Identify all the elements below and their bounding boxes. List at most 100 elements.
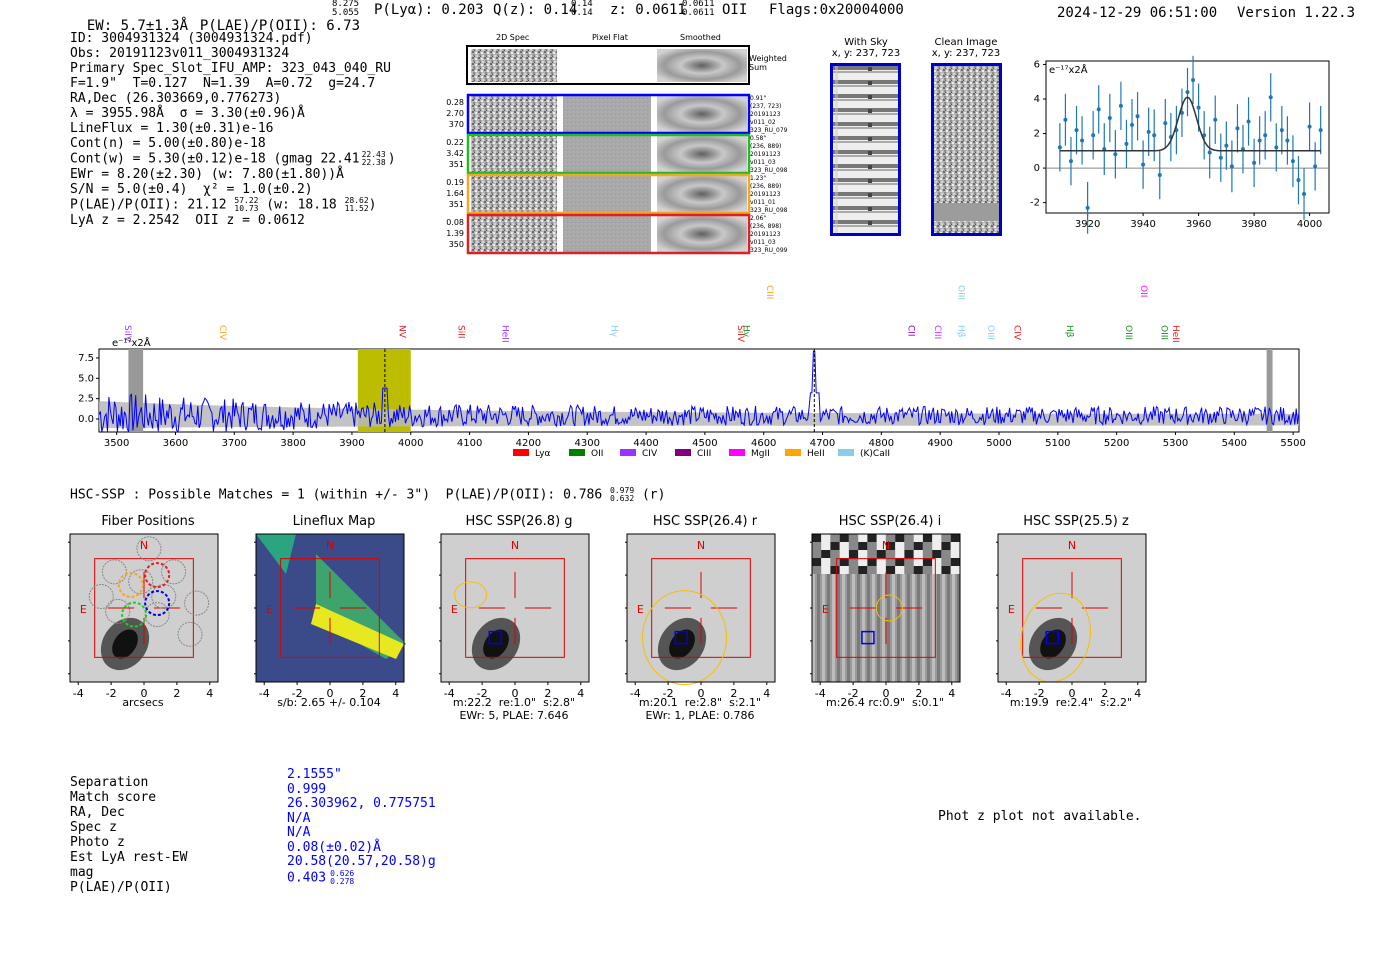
zoom-data-point — [1068, 159, 1073, 164]
cutout-pixelflat — [563, 136, 651, 172]
i-band-noise — [904, 566, 914, 574]
i-band-noise — [821, 534, 831, 542]
with-sky-title: With Sky — [844, 37, 888, 48]
spectrum-xtick-label: 3700 — [222, 438, 247, 449]
weighted-sum-label: Weighted Sum — [749, 54, 787, 72]
zoom-data-point — [1285, 138, 1290, 143]
north-label: N — [326, 539, 334, 552]
hsc-caption-1: m:20.1 re:2.8" s:2.1" — [638, 696, 762, 709]
i-band-noise — [839, 542, 849, 550]
hsc-xtick-label: 4 — [392, 687, 399, 700]
match-label: Separation — [70, 775, 149, 790]
legend-label: Lyα — [535, 449, 551, 459]
zoom-data-point — [1057, 145, 1062, 150]
spectral-line-label: HeII — [1170, 325, 1180, 343]
spectrum-unit-label: e⁻¹⁷x2Å — [112, 336, 151, 349]
match-value-text: 26.303962, 0.775751 — [287, 796, 436, 811]
spectrum-xtick-label: 3900 — [339, 438, 364, 449]
i-band-column — [832, 574, 835, 682]
i-band-column — [872, 574, 875, 682]
i-band-column — [827, 574, 830, 682]
zoom-data-point — [1313, 164, 1318, 169]
hsc-xtick-label: 0 — [1069, 687, 1076, 700]
cutout-smoothed — [657, 176, 747, 212]
hsc-aperture-ellipse — [1020, 592, 1091, 683]
i-band-noise — [812, 550, 821, 558]
spectrum-ytick-label: 2.5 — [78, 394, 94, 405]
i-band-noise — [830, 534, 840, 542]
info-plae-text: P(LAE)/P(OII): 21.12 — [70, 197, 227, 213]
i-band-column — [927, 574, 930, 682]
cutout-row-meta: 2.06" (236, 898) 20191123 v011_03 323_RU… — [750, 215, 788, 254]
hsc-summary: HSC-SSP : Possible Matches = 1 (within +… — [70, 487, 665, 503]
i-band-noise — [849, 534, 858, 542]
zoom-data-point — [1185, 90, 1190, 95]
i-band-noise — [904, 558, 914, 566]
header-datetime: 2024-12-29 06:51:00 — [1057, 5, 1218, 21]
hsc-xtick-label: 2 — [915, 687, 922, 700]
hsc-match-marker — [488, 630, 503, 645]
lineflux-peak — [311, 604, 404, 659]
match-value: 0.999 — [287, 782, 436, 798]
info-radec: RA,Dec (26.303669,0.776273) — [70, 91, 282, 106]
info-sn: S/N = 5.0(±0.4) χ² = 1.0(±0.2) — [70, 182, 313, 197]
i-band-noise — [913, 542, 923, 550]
info-plae-hi: 57.22 — [234, 196, 259, 205]
hsc-xtick-label: 0 — [698, 687, 705, 700]
spectral-line-label: Hγ — [741, 325, 751, 338]
match-value: 0.403 0.626 0.278 — [287, 869, 436, 886]
zoom-data-point — [1296, 178, 1301, 183]
east-label: E — [266, 603, 273, 616]
i-band-noise — [895, 542, 905, 550]
i-band-noise — [867, 558, 877, 566]
spectral-line-label: Hβ — [1064, 325, 1074, 338]
spectrum-xtick-label: 5200 — [1104, 438, 1129, 449]
with-sky-image — [830, 63, 901, 236]
match-value: 2.1555" — [287, 767, 436, 783]
hsc-match-marker — [1045, 630, 1060, 645]
info-contw-hi: 22.43 — [361, 150, 386, 159]
spectral-line-label: SiII — [455, 325, 465, 339]
spectral-line-label: OIII — [955, 285, 965, 300]
match-value-text: 0.403 — [287, 870, 327, 885]
i-band-noise — [886, 550, 895, 558]
i-band-noise — [923, 550, 932, 558]
hsc-aperture-ellipse — [454, 581, 488, 609]
zoom-data-point — [1124, 141, 1129, 146]
spectral-line-label: CIV — [217, 325, 227, 341]
zoom-data-point — [1224, 143, 1229, 148]
header-plae-lo: 5.055 — [332, 8, 360, 18]
lineflux-region — [316, 554, 406, 659]
hsc-xtick-label: 4 — [577, 687, 584, 700]
match-value: 20.58(20.57,20.58)g — [287, 854, 436, 870]
zoom-xtick-label: 4000 — [1297, 219, 1322, 230]
hsc-summary-band: (r) — [641, 487, 666, 503]
zoom-data-point — [1063, 117, 1068, 122]
spectrum-xtick-label: 4400 — [633, 438, 658, 449]
i-band-column — [907, 574, 910, 682]
zoom-data-point — [1080, 138, 1085, 143]
search-box — [836, 558, 936, 658]
legend-swatch — [569, 449, 585, 456]
zoom-data-point — [1279, 128, 1284, 133]
zoom-data-point — [1307, 124, 1312, 129]
zoom-data-point — [1268, 95, 1273, 100]
col-title-2dspec: 2D Spec — [496, 33, 530, 42]
i-band-column — [812, 574, 815, 682]
cutout-2dspec — [471, 96, 557, 132]
search-box — [465, 558, 565, 658]
hsc-summary-hi: 0.979 — [610, 486, 635, 495]
spectral-line-label: OIII — [1123, 325, 1133, 340]
spectrum-ytick-label: 7.5 — [78, 353, 94, 364]
zoom-data-point — [1257, 138, 1262, 143]
match-value-text: 20.58(20.57,20.58)g — [287, 854, 436, 869]
match-values: 2.1555" 0.999 26.303962, 0.775751 N/A N/A 0.0… — [287, 767, 436, 886]
i-band-column — [847, 574, 850, 682]
match-label: P(LAE)/P(OII) — [70, 880, 172, 895]
i-band-column — [897, 574, 900, 682]
fiber-circle-orange — [117, 571, 144, 598]
match-labels: Separation Match score RA, Dec Spec z Photo … — [70, 775, 187, 895]
